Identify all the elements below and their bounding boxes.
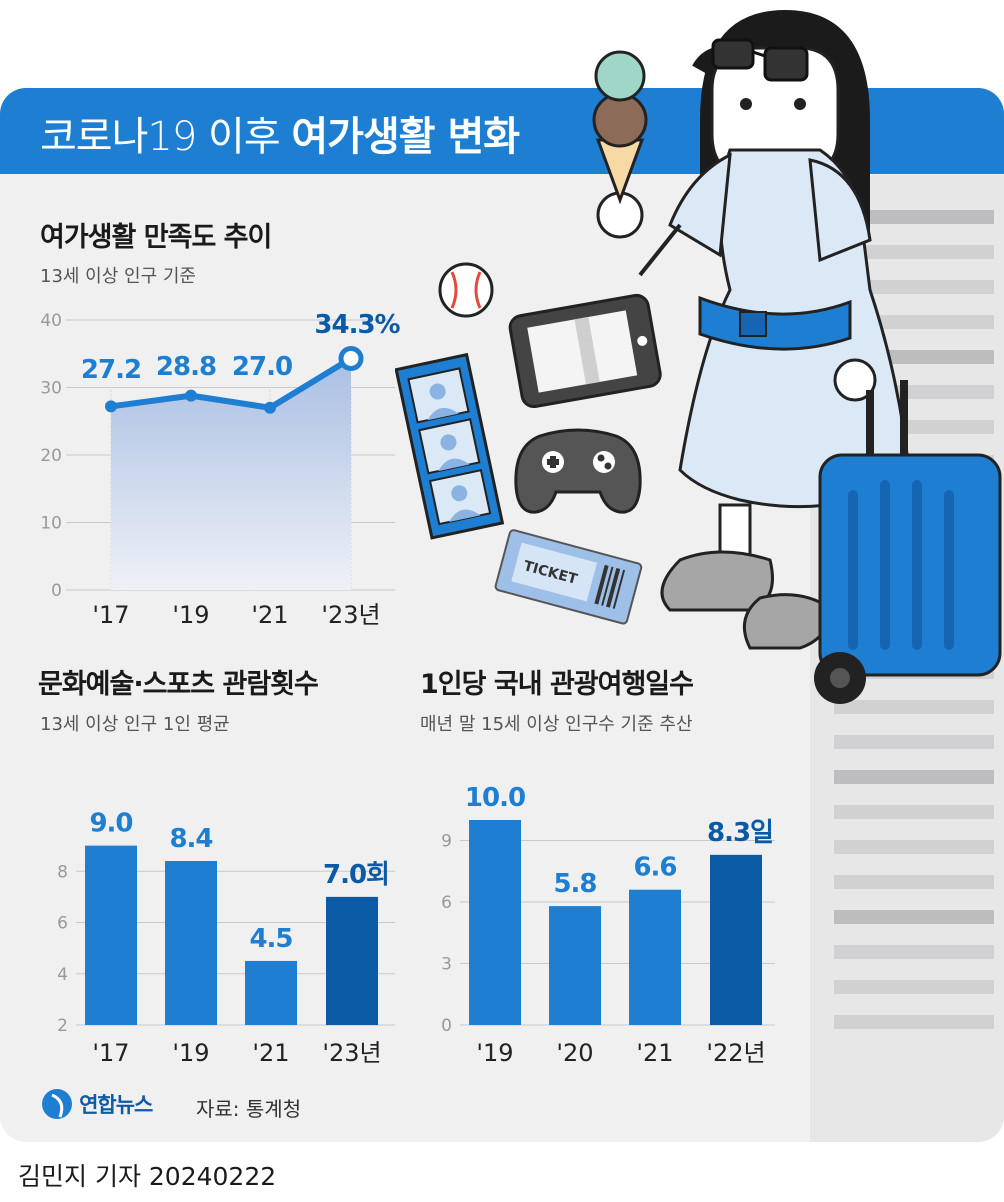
chart1-subtitle: 13세 이상 인구 기준 (40, 266, 196, 287)
game-controller-icon (514, 428, 642, 514)
chart3-title: 1인당 국내 관광여행일수 (420, 669, 694, 700)
decor-line (834, 980, 994, 994)
bar (165, 861, 217, 1025)
illustration: TICKET (395, 10, 1002, 704)
tablet-icon (508, 293, 662, 409)
data-label: 34.3% (314, 310, 400, 340)
bar (85, 845, 137, 1025)
x-tick-label: '23년 (321, 601, 380, 629)
data-label: 6.6 (633, 853, 676, 883)
data-label: 28.8 (156, 352, 216, 382)
y-tick-label: 3 (441, 955, 452, 975)
page-title: 코로나19 이후 여가생활 변화 (40, 104, 520, 162)
baseball-icon (438, 262, 494, 318)
photo-strip-icon (395, 352, 505, 540)
decor-line (834, 910, 994, 924)
data-label: 8.3일 (707, 818, 773, 848)
data-label: 7.0회 (323, 860, 389, 890)
bar (629, 889, 681, 1025)
x-tick-label: '21 (636, 1039, 673, 1067)
chart2-title: 문화예술·스포츠 관람횟수 (38, 669, 319, 700)
y-tick-label: 0 (51, 581, 62, 601)
title-light: 코로나19 이후 (40, 114, 281, 160)
data-point (338, 345, 364, 371)
title-bold: 여가생활 변화 (291, 114, 520, 160)
chart1-title: 여가생활 만족도 추이 (40, 222, 272, 253)
byline: 김민지 기자 20240222 (18, 1162, 277, 1191)
line-series (110, 355, 353, 411)
bar (710, 854, 762, 1025)
data-point (105, 400, 117, 413)
x-tick-label: '19 (172, 601, 209, 629)
decor-line (834, 840, 994, 854)
bar (326, 896, 378, 1025)
y-tick-label: 0 (441, 1016, 452, 1036)
data-label: 27.2 (81, 355, 141, 385)
decor-line (834, 770, 994, 784)
yonhap-logo-icon (42, 1089, 72, 1119)
y-tick-label: 30 (40, 379, 62, 399)
y-tick-label: 20 (40, 446, 62, 466)
data-label: 8.4 (169, 824, 212, 854)
bar-chart-viewing: 2 4 6 8 9.0 8.4 4.5 7.0회 '17 '19 '21 '23년 (57, 809, 395, 1067)
data-point (185, 389, 197, 402)
bar (549, 906, 601, 1025)
x-tick-label: '22년 (706, 1039, 765, 1067)
y-tick-label: 8 (57, 862, 68, 882)
y-tick-label: 10 (40, 514, 62, 534)
x-tick-label: '21 (251, 601, 288, 629)
decor-line (834, 875, 994, 889)
y-tick-label: 2 (57, 1016, 68, 1036)
y-tick-label: 6 (441, 893, 452, 913)
decor-line (834, 245, 994, 259)
x-tick-label: '23년 (322, 1039, 381, 1067)
logo: 연합뉴스 (40, 1087, 153, 1121)
source-text: 자료: 통계청 (196, 1097, 302, 1121)
data-label: 9.0 (89, 809, 132, 839)
data-label: 5.8 (553, 869, 596, 899)
x-tick-label: '17 (92, 601, 129, 629)
bar (245, 960, 297, 1025)
data-label: 4.5 (249, 924, 292, 954)
y-tick-label: 4 (57, 965, 68, 985)
y-tick-label: 9 (441, 832, 452, 852)
decor-line (834, 1015, 994, 1029)
data-label: 10.0 (465, 783, 525, 813)
suitcase-icon (814, 380, 1002, 704)
x-tick-label: '17 (92, 1039, 129, 1067)
decor-line (834, 700, 994, 714)
chart2-subtitle: 13세 이상 인구 1인 평균 (40, 714, 230, 735)
x-tick-label: '20 (556, 1039, 593, 1067)
logo-text: 연합뉴스 (79, 1093, 153, 1117)
data-label: 27.0 (232, 352, 292, 382)
y-tick-label: 6 (57, 914, 68, 934)
x-tick-label: '21 (252, 1039, 289, 1067)
decor-line (834, 280, 994, 294)
decor-line (834, 945, 994, 959)
chart3-subtitle: 매년 말 15세 이상 인구수 기준 추산 (420, 714, 693, 735)
x-tick-label: '19 (172, 1039, 209, 1067)
ticket-icon: TICKET (494, 529, 643, 625)
sunglasses-icon (711, 38, 809, 82)
ice-cream-icon (592, 50, 648, 205)
decor-line (834, 805, 994, 819)
line-chart: 0 10 20 30 40 27.2 28.8 27.0 34.3% '17 '19 '21 '23년 (40, 310, 401, 629)
line-area (111, 358, 351, 590)
x-tick-label: '19 (476, 1039, 513, 1067)
bar (469, 820, 521, 1025)
bar-chart-travel: 0 3 6 9 10.0 5.8 6.6 8.3일 '19 '20 '21 '22년 (441, 783, 775, 1067)
data-point (264, 401, 276, 414)
y-tick-label: 40 (40, 311, 62, 331)
decor-line (834, 210, 994, 224)
decor-line (834, 735, 994, 749)
